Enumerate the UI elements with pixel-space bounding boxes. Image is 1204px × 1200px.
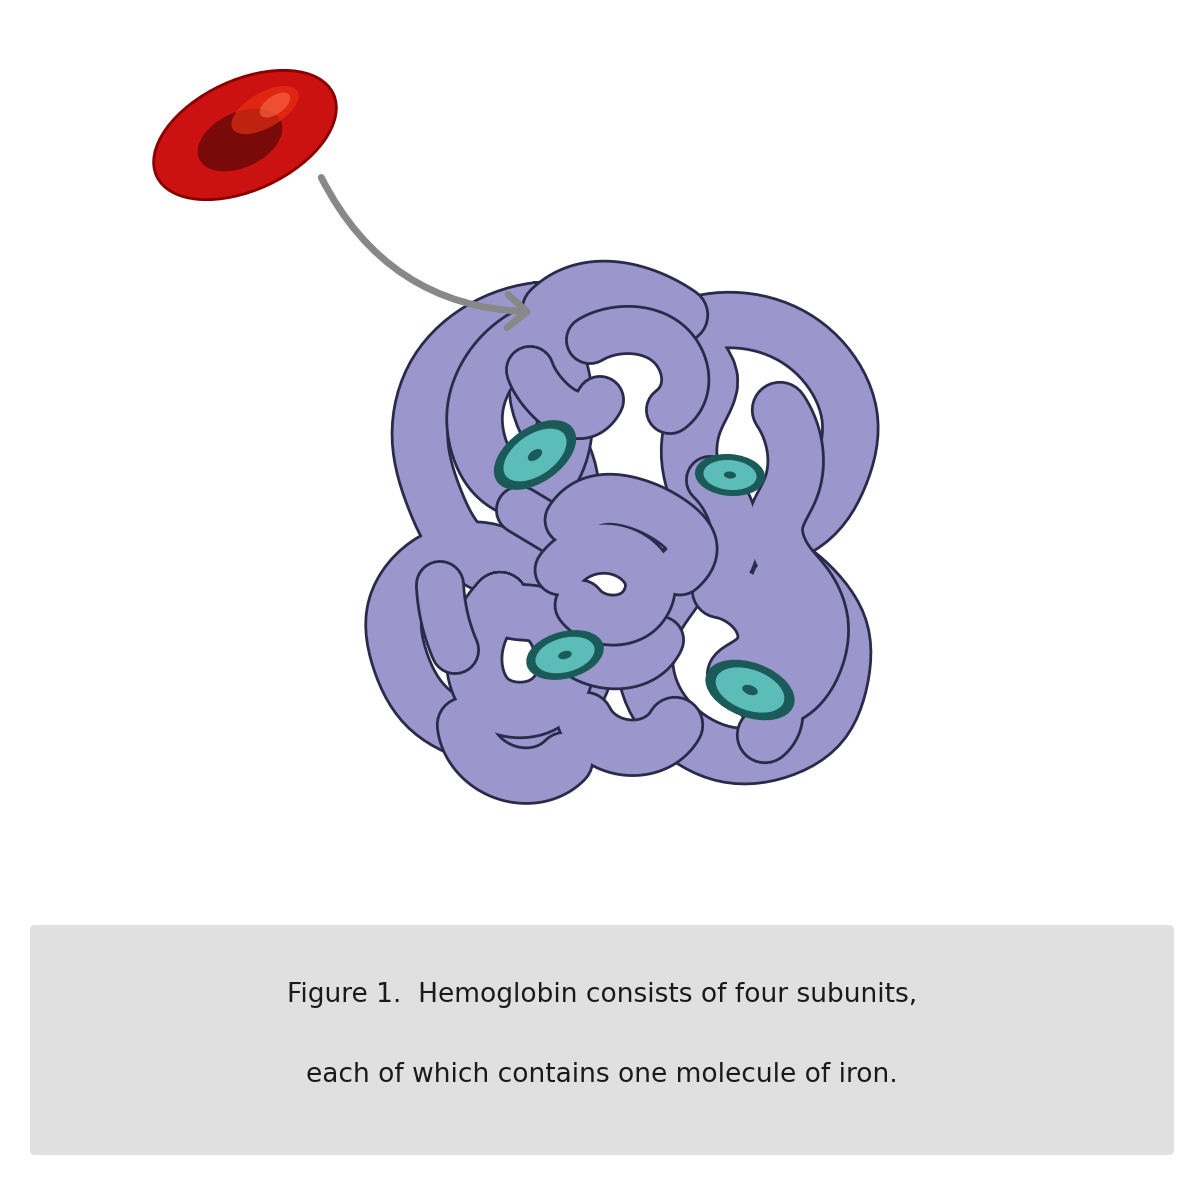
Ellipse shape bbox=[231, 86, 299, 134]
Text: each of which contains one molecule of iron.: each of which contains one molecule of i… bbox=[306, 1062, 898, 1088]
Ellipse shape bbox=[742, 685, 757, 695]
Ellipse shape bbox=[559, 650, 572, 659]
Ellipse shape bbox=[535, 636, 596, 674]
Ellipse shape bbox=[260, 92, 290, 118]
Text: Figure 1.  Hemoglobin consists of four subunits,: Figure 1. Hemoglobin consists of four su… bbox=[287, 982, 917, 1008]
Ellipse shape bbox=[502, 427, 567, 482]
Ellipse shape bbox=[527, 631, 602, 678]
Ellipse shape bbox=[707, 661, 793, 719]
Ellipse shape bbox=[724, 472, 736, 479]
FancyArrowPatch shape bbox=[321, 178, 527, 328]
Ellipse shape bbox=[197, 109, 283, 172]
Ellipse shape bbox=[154, 71, 336, 199]
Ellipse shape bbox=[696, 455, 763, 494]
FancyBboxPatch shape bbox=[30, 925, 1174, 1154]
Ellipse shape bbox=[714, 666, 785, 714]
Ellipse shape bbox=[702, 458, 757, 491]
Ellipse shape bbox=[527, 449, 542, 461]
Ellipse shape bbox=[495, 421, 574, 488]
